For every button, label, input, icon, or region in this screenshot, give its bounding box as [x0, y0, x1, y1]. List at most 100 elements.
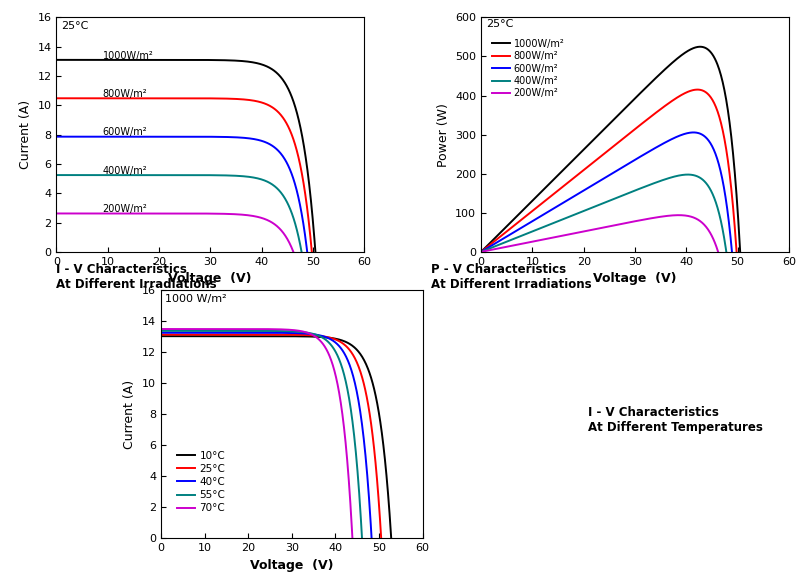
- Text: P - V Characteristics
At Different Irradiations: P - V Characteristics At Different Irrad…: [431, 263, 592, 291]
- 400W/m²: [661, 175, 671, 182]
- 10°C: [197, 333, 207, 340]
- 10°C: [261, 333, 270, 340]
- 400W/m²: [477, 248, 486, 255]
- 1000W/m²: [735, 248, 745, 255]
- 10°C: [386, 535, 396, 542]
- 70°C: [243, 325, 253, 332]
- Line: 10°C: 10°C: [161, 336, 391, 538]
- 200W/m²: [655, 214, 665, 221]
- 200W/m²: [537, 236, 547, 243]
- Line: 40°C: 40°C: [161, 333, 372, 538]
- 1000W/m²: [650, 76, 659, 83]
- 200W/m²: [674, 212, 683, 219]
- 25°C: [286, 331, 295, 338]
- Legend: 10°C, 25°C, 40°C, 55°C, 70°C: 10°C, 25°C, 40°C, 55°C, 70°C: [176, 451, 225, 514]
- 70°C: [205, 325, 215, 332]
- 400W/m²: [683, 171, 692, 178]
- Text: 25°C: 25°C: [61, 21, 89, 31]
- 70°C: [284, 326, 294, 333]
- 10°C: [156, 333, 166, 340]
- 200W/m²: [616, 221, 625, 228]
- 400W/m²: [520, 231, 530, 238]
- Text: 400W/m²: 400W/m²: [102, 166, 147, 176]
- 1000W/m²: [671, 56, 681, 63]
- 600W/m²: [727, 248, 737, 255]
- 70°C: [156, 325, 166, 332]
- 200W/m²: [713, 248, 723, 255]
- Text: I - V Characteristics
At Different Temperatures: I - V Characteristics At Different Tempe…: [588, 406, 762, 434]
- 400W/m²: [621, 190, 630, 197]
- 70°C: [300, 329, 310, 336]
- 55°C: [275, 328, 284, 335]
- 800W/m²: [477, 248, 486, 255]
- 55°C: [192, 327, 201, 334]
- 55°C: [247, 328, 257, 335]
- 55°C: [357, 535, 367, 542]
- 800W/m²: [592, 156, 601, 163]
- 10°C: [216, 333, 225, 340]
- 70°C: [269, 326, 279, 333]
- 800W/m²: [693, 86, 703, 93]
- Text: 1000 W/m²: 1000 W/m²: [165, 294, 227, 304]
- Line: 55°C: 55°C: [161, 331, 362, 538]
- 40°C: [297, 330, 307, 337]
- 400W/m²: [640, 183, 650, 190]
- 70°C: [190, 325, 200, 332]
- 1000W/m²: [696, 43, 705, 50]
- 10°C: [292, 333, 302, 340]
- Legend: 1000W/m², 800W/m², 600W/m², 400W/m², 200W/m²: 1000W/m², 800W/m², 600W/m², 400W/m², 200…: [492, 39, 564, 98]
- 40°C: [156, 329, 166, 336]
- 25°C: [213, 331, 222, 338]
- 600W/m²: [624, 160, 634, 167]
- 25°C: [377, 535, 386, 542]
- 600W/m²: [541, 210, 551, 217]
- X-axis label: Voltage  (V): Voltage (V): [593, 272, 677, 285]
- 800W/m²: [732, 248, 741, 255]
- 70°C: [348, 535, 357, 542]
- 25°C: [195, 331, 204, 338]
- Text: 1000W/m²: 1000W/m²: [102, 51, 153, 61]
- 600W/m²: [644, 148, 654, 155]
- 200W/m²: [518, 240, 528, 247]
- 800W/m²: [647, 112, 657, 119]
- Y-axis label: Power (W): Power (W): [436, 102, 449, 167]
- Text: 25°C: 25°C: [486, 19, 514, 29]
- Text: 800W/m²: 800W/m²: [102, 89, 147, 99]
- 25°C: [256, 331, 266, 338]
- 40°C: [367, 535, 377, 542]
- 25°C: [303, 332, 313, 339]
- 1000W/m²: [477, 248, 486, 255]
- Text: 600W/m²: 600W/m²: [102, 127, 147, 137]
- Y-axis label: Current (A): Current (A): [19, 100, 32, 169]
- 10°C: [310, 333, 320, 340]
- 400W/m²: [588, 204, 597, 211]
- 800W/m²: [542, 196, 551, 203]
- 600W/m²: [477, 248, 486, 255]
- 200W/m²: [584, 227, 593, 234]
- Text: 200W/m²: 200W/m²: [102, 204, 147, 214]
- 1000W/m²: [593, 131, 603, 138]
- 40°C: [280, 329, 290, 336]
- 600W/m²: [666, 137, 675, 144]
- Line: 1000W/m²: 1000W/m²: [481, 47, 740, 252]
- 800W/m²: [669, 96, 679, 103]
- Line: 600W/m²: 600W/m²: [481, 133, 732, 252]
- X-axis label: Voltage  (V): Voltage (V): [168, 272, 252, 285]
- 25°C: [322, 334, 332, 340]
- 40°C: [210, 329, 220, 336]
- 800W/m²: [627, 128, 637, 135]
- Text: I - V Characteristics
At Different Irradiations: I - V Characteristics At Different Irrad…: [56, 263, 217, 291]
- X-axis label: Voltage  (V): Voltage (V): [250, 559, 333, 572]
- 1000W/m²: [629, 96, 638, 103]
- 40°C: [193, 329, 203, 336]
- 1000W/m²: [543, 182, 552, 189]
- Line: 25°C: 25°C: [161, 335, 382, 538]
- 400W/m²: [721, 248, 731, 255]
- 55°C: [156, 327, 166, 334]
- 600W/m²: [689, 129, 699, 136]
- 55°C: [208, 327, 217, 334]
- Line: 70°C: 70°C: [161, 329, 353, 538]
- Line: 200W/m²: 200W/m²: [481, 215, 718, 252]
- 600W/m²: [590, 181, 600, 188]
- 1000W/m²: [522, 203, 532, 210]
